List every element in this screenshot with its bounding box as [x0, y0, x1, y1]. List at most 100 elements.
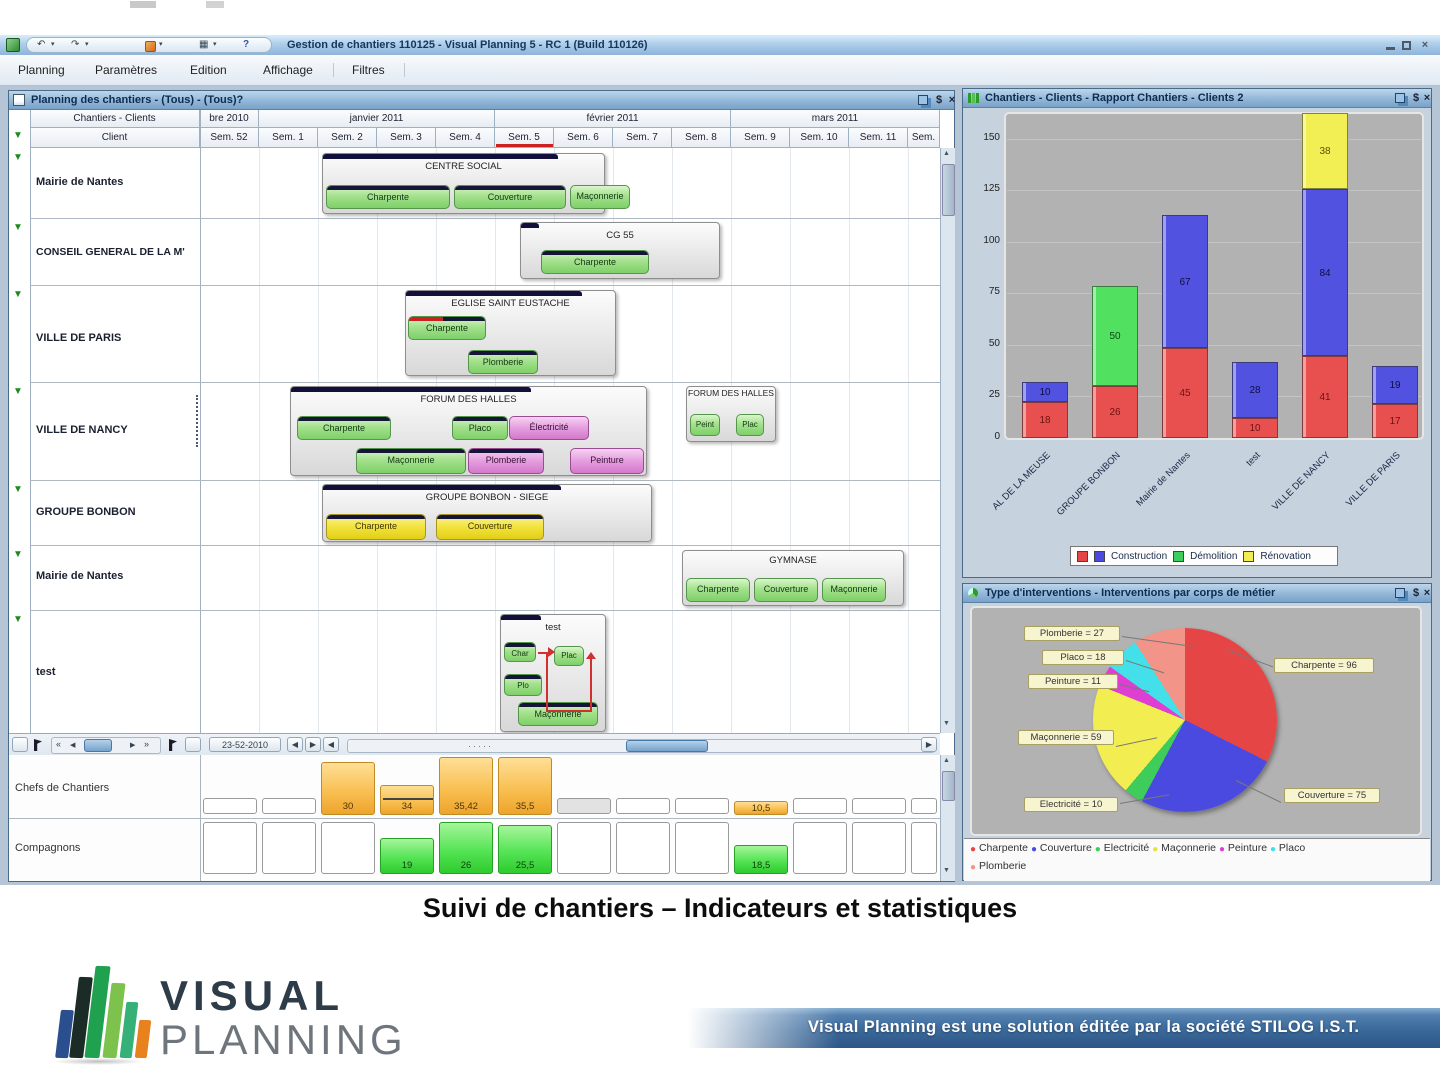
task-bar[interactable]: Charpente: [686, 578, 750, 602]
nav-prev-button[interactable]: ◀: [287, 737, 303, 752]
resource-vscrollbar[interactable]: ▲ ▼: [940, 755, 955, 881]
dropdown-icon[interactable]: ▾: [85, 41, 89, 48]
filter-icon[interactable]: ▼: [13, 614, 23, 625]
help-icon[interactable]: ?: [243, 39, 250, 50]
gantt-vscrollbar[interactable]: ▲ ▼: [940, 148, 955, 733]
task-bar[interactable]: Couverture: [436, 514, 544, 540]
task-bar[interactable]: Charpente: [408, 316, 486, 340]
filter-icon[interactable]: ▼: [13, 386, 23, 397]
menu-planning[interactable]: Planning: [18, 63, 65, 77]
left-icon[interactable]: ◀: [70, 742, 76, 749]
client-label[interactable]: Mairie de Nantes: [36, 176, 124, 188]
stamp-icon[interactable]: [145, 41, 156, 52]
gantt-hscrollbar[interactable]: ·····: [347, 739, 935, 753]
resource-cell[interactable]: [557, 822, 611, 874]
client-label[interactable]: test: [36, 666, 56, 678]
nav-back-button[interactable]: ◀: [323, 737, 339, 752]
nav-button[interactable]: [185, 737, 201, 752]
filter-icon[interactable]: ▼: [13, 549, 23, 560]
scroll-up-icon[interactable]: ▲: [943, 150, 950, 157]
task-bar[interactable]: Couverture: [754, 578, 818, 602]
workload-bar-compagnons[interactable]: 19: [380, 838, 434, 874]
client-label[interactable]: CONSEIL GENERAL DE LA M': [36, 246, 185, 258]
workload-bar-chefs[interactable]: 34: [380, 785, 434, 815]
task-bar[interactable]: Plac: [736, 414, 764, 436]
resource-cell[interactable]: [262, 822, 316, 874]
workload-bar-compagnons[interactable]: 25,5: [498, 825, 552, 874]
nav-date-field[interactable]: 23-52-2010: [209, 737, 281, 752]
menu-affichage[interactable]: Affichage: [263, 63, 313, 77]
week-header[interactable]: Sem. 52: [200, 128, 259, 148]
dollar-icon[interactable]: $: [1412, 587, 1420, 599]
nav-end-button[interactable]: ▶: [921, 737, 937, 752]
resource-cell[interactable]: [203, 798, 257, 814]
workload-bar-chefs[interactable]: 35,42: [439, 757, 493, 815]
task-bar[interactable]: Peinture: [570, 448, 644, 474]
undo-icon[interactable]: ↶: [37, 39, 46, 50]
filter-icon[interactable]: ▼: [13, 222, 23, 233]
right-icon[interactable]: ▶: [130, 742, 136, 749]
week-header[interactable]: Sem. 10: [790, 128, 849, 148]
week-header[interactable]: Sem. 6: [554, 128, 613, 148]
layers-icon[interactable]: [918, 95, 928, 105]
resource-cell[interactable]: [616, 798, 670, 814]
resource-cell[interactable]: [911, 798, 937, 814]
layers-icon[interactable]: [1395, 93, 1405, 103]
task-bar[interactable]: Couverture: [454, 185, 566, 209]
menu-parametres[interactable]: Paramètres: [95, 63, 158, 77]
task-bar[interactable]: Char: [504, 642, 536, 662]
task-bar[interactable]: Charpente: [541, 250, 649, 274]
filter-icon[interactable]: ▼: [13, 152, 23, 163]
close-button[interactable]: ×: [1421, 39, 1429, 51]
task-bar[interactable]: Maçonnerie: [518, 702, 598, 726]
week-header[interactable]: Sem. 4: [436, 128, 495, 148]
mini-scrollbar[interactable]: « ◀ ▶ »: [51, 737, 161, 754]
filter-icon[interactable]: ▼: [13, 484, 23, 495]
dollar-icon[interactable]: $: [935, 94, 943, 106]
grid-icon[interactable]: ▦: [199, 39, 209, 50]
close-icon[interactable]: ×: [1423, 587, 1431, 599]
client-label[interactable]: GROUPE BONBON: [36, 506, 136, 518]
resource-cell[interactable]: [852, 822, 906, 874]
dropdown-icon[interactable]: ▾: [213, 41, 217, 48]
week-header[interactable]: Sem. 11: [849, 128, 908, 148]
task-bar[interactable]: Plomberie: [468, 350, 538, 374]
layers-icon[interactable]: [1395, 588, 1405, 598]
resource-cell[interactable]: [675, 798, 729, 814]
resource-cell[interactable]: [852, 798, 906, 814]
task-bar[interactable]: Charpente: [326, 514, 426, 540]
nav-next-button[interactable]: ▶: [305, 737, 321, 752]
scroll-down-icon[interactable]: ▼: [943, 867, 950, 874]
task-bar[interactable]: Charpente: [326, 185, 450, 209]
task-bar[interactable]: Plomberie: [468, 448, 544, 474]
week-header[interactable]: Sem. 1: [259, 128, 318, 148]
client-label[interactable]: Mairie de Nantes: [36, 570, 124, 582]
task-bar[interactable]: Peint: [690, 414, 720, 436]
resource-cell[interactable]: [557, 798, 611, 814]
task-bar[interactable]: Placo: [452, 416, 508, 440]
menu-edition[interactable]: Edition: [190, 63, 227, 77]
last-icon[interactable]: »: [144, 739, 150, 749]
resource-row-label[interactable]: Compagnons: [15, 842, 81, 854]
close-icon[interactable]: ×: [948, 94, 956, 106]
resource-cell[interactable]: [793, 798, 847, 814]
minimize-button[interactable]: [1386, 47, 1395, 50]
workload-bar-chefs[interactable]: 35,5: [498, 757, 552, 815]
week-header[interactable]: Sem. 7: [613, 128, 672, 148]
week-header-current[interactable]: Sem. 5: [495, 128, 554, 148]
week-header[interactable]: Sem. 8: [672, 128, 731, 148]
mini-scroll-thumb[interactable]: [84, 739, 112, 752]
workload-bar-compagnons[interactable]: 18,5: [734, 845, 788, 874]
week-header[interactable]: Sem. 9: [731, 128, 790, 148]
resource-cell[interactable]: [321, 822, 375, 874]
week-header[interactable]: Sem. 3: [377, 128, 436, 148]
nav-button[interactable]: [12, 737, 28, 752]
menu-filtres[interactable]: Filtres: [352, 63, 385, 77]
client-label[interactable]: VILLE DE PARIS: [36, 332, 122, 344]
client-label[interactable]: VILLE DE NANCY: [36, 424, 128, 436]
vscroll-thumb[interactable]: [942, 164, 955, 216]
vscroll-thumb[interactable]: [942, 771, 955, 801]
workload-bar-chefs[interactable]: 30: [321, 762, 375, 815]
task-bar[interactable]: Plo: [504, 674, 542, 696]
workload-bar-compagnons[interactable]: 26: [439, 822, 493, 874]
